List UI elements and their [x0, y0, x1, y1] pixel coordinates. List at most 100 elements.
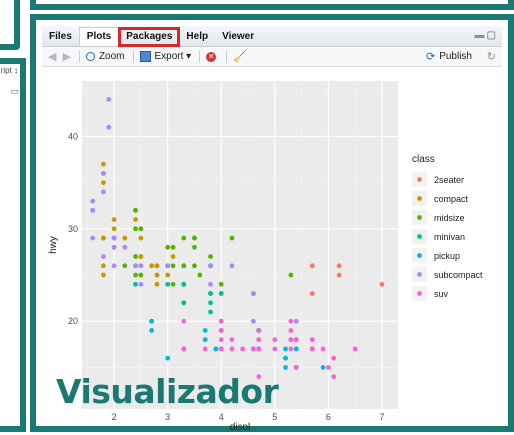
legend-item-label: compact: [434, 194, 469, 204]
legend-item-label: minivan: [434, 232, 465, 242]
data-point: [154, 281, 160, 287]
data-point: [218, 281, 224, 287]
data-point: [101, 235, 106, 241]
data-point: [170, 281, 176, 287]
x-tick-label: 6: [326, 412, 331, 422]
zoom-label: Zoom: [98, 51, 125, 62]
tab-files[interactable]: Files: [49, 31, 72, 42]
data-point: [208, 300, 213, 306]
data-point: [101, 161, 106, 167]
data-point: [229, 235, 235, 241]
data-point: [133, 207, 138, 213]
data-point: [272, 346, 278, 352]
data-point: [181, 235, 187, 241]
data-point: [208, 309, 213, 315]
legend-item-label: subcompact: [434, 270, 483, 280]
data-point: [101, 189, 106, 195]
data-point: [336, 272, 342, 278]
zoom-button[interactable]: Zoom: [85, 51, 125, 62]
data-point: [309, 291, 315, 296]
data-point: [208, 263, 213, 269]
legend-item-label: 2seater: [434, 175, 464, 185]
data-point: [379, 281, 385, 287]
y-tick-label: 30: [68, 224, 78, 234]
toolbar-divider: [226, 50, 228, 63]
script-language-selector[interactable]: ript ↕: [0, 66, 18, 75]
refresh-icon[interactable]: ↻: [486, 51, 496, 63]
x-axis-label: displ: [230, 422, 251, 430]
back-arrow-icon[interactable]: ◀: [48, 51, 57, 63]
data-point: [293, 346, 299, 352]
legend-item-label: suv: [434, 289, 449, 299]
data-point: [149, 263, 155, 269]
data-point: [250, 346, 256, 352]
viewer-pane: Files Plots Packages Help Viewer ▬▢ ◀ ▶ …: [30, 14, 514, 433]
data-point: [293, 365, 299, 370]
data-point: [101, 263, 106, 269]
data-point: [309, 337, 315, 343]
y-tick-label: 20: [68, 316, 78, 326]
data-point: [250, 291, 256, 296]
data-point: [133, 217, 138, 222]
data-point: [165, 272, 171, 278]
data-point: [149, 328, 155, 333]
data-point: [197, 272, 203, 278]
data-point: [213, 346, 219, 352]
data-point: [138, 263, 144, 269]
data-point: [283, 346, 288, 352]
data-point: [240, 346, 246, 352]
data-point: [283, 365, 288, 370]
minimize-icon[interactable]: ▬: [474, 30, 487, 41]
data-point: [309, 263, 315, 269]
data-point: [288, 328, 294, 333]
clear-all-plots-button[interactable]: 🧹: [233, 50, 247, 63]
data-point: [111, 217, 117, 222]
data-point: [208, 254, 213, 259]
data-point: [111, 263, 117, 269]
legend-swatch: [417, 291, 422, 296]
remove-plot-icon: ✕: [206, 51, 217, 62]
legend-title: class: [412, 154, 435, 165]
data-point: [138, 254, 144, 259]
tab-plots[interactable]: Plots: [78, 27, 120, 46]
data-point: [101, 272, 106, 278]
plot-panel: [82, 81, 398, 409]
maximize-icon[interactable]: ▢: [486, 30, 498, 41]
y-axis-label: hwy: [48, 236, 59, 254]
data-point: [181, 263, 187, 269]
data-point: [149, 318, 155, 324]
tab-help[interactable]: Help: [186, 31, 209, 42]
forward-arrow-icon[interactable]: ▶: [62, 51, 71, 63]
legend-swatch: [417, 215, 422, 220]
remove-plot-button[interactable]: ✕: [206, 51, 218, 62]
data-point: [288, 318, 294, 324]
data-point: [250, 318, 256, 324]
data-point: [218, 318, 224, 324]
data-point: [293, 318, 299, 324]
data-point: [288, 272, 294, 278]
pane-window-controls[interactable]: ▭: [10, 86, 19, 96]
legend-swatch: [417, 196, 422, 201]
data-point: [192, 244, 197, 250]
zoom-icon: [85, 52, 95, 61]
toolbar-divider: [132, 50, 134, 63]
tab-viewer[interactable]: Viewer: [222, 31, 255, 42]
data-point: [181, 346, 187, 352]
data-point: [181, 281, 187, 287]
legend-swatch: [417, 177, 422, 182]
data-point: [336, 263, 342, 269]
publish-button[interactable]: ⟳ Publish: [426, 50, 472, 63]
x-tick-label: 4: [219, 412, 224, 422]
window-controls[interactable]: ▬▢: [475, 30, 498, 41]
data-point: [309, 346, 315, 352]
data-point: [101, 254, 106, 259]
export-label: Export ▾: [154, 51, 192, 62]
export-button[interactable]: Export ▾: [139, 51, 192, 62]
top-right-pane-frame: [30, 0, 514, 10]
data-point: [293, 337, 299, 343]
data-point: [283, 355, 288, 361]
tab-packages[interactable]: Packages: [118, 27, 181, 47]
plot-viewer: 2 3 4 5 6 7 20 30 40 displ hwy class 2seater compact m…: [42, 67, 502, 433]
data-point: [229, 337, 235, 343]
x-tick-label: 2: [112, 412, 117, 422]
